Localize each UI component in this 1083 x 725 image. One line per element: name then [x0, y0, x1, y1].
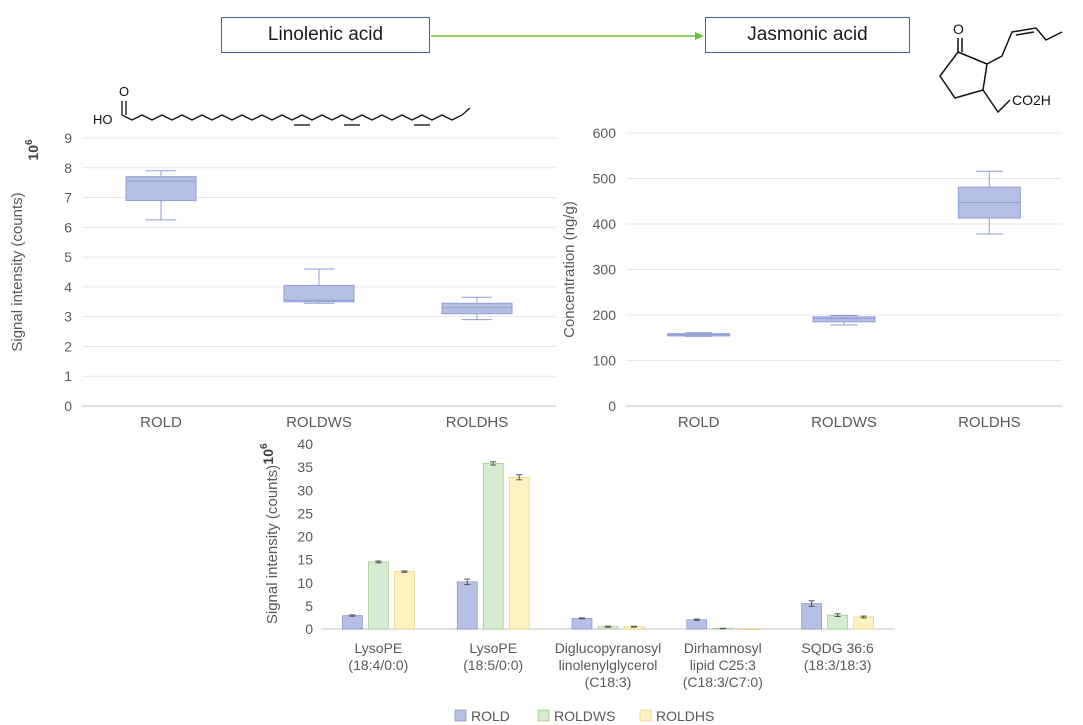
y-tick-label: 5	[64, 249, 72, 265]
jasmonic-acid-label: Jasmonic acid	[747, 24, 868, 45]
y-tick-label: 8	[64, 160, 72, 176]
y-tick-label: 600	[593, 125, 617, 141]
y-tick-label: 400	[593, 216, 617, 232]
y-tick-label: 200	[593, 307, 617, 323]
pathway-arrow	[431, 32, 704, 40]
y-scale-exponent: 6	[24, 139, 35, 145]
y-axis-title: Concentration (ng/g)	[561, 201, 578, 338]
x-tick-label: (18:4/0:0)	[348, 657, 408, 673]
legend-label-roldhs: ROLDHS	[656, 708, 714, 724]
y-tick-label: 2	[64, 338, 72, 354]
y-tick-label: 500	[593, 171, 617, 187]
linolenic-acid-box: Linolenic acid	[221, 17, 430, 53]
x-tick-label: ROLDHS	[446, 414, 509, 431]
y-scale-base: 10	[25, 145, 41, 161]
box-iqr	[283, 284, 355, 303]
lipid-bar-chart: 0510152025303540LysoPE(18:4/0:0)LysoPE(1…	[259, 436, 895, 724]
y-tick-label: 3	[64, 309, 72, 325]
x-tick-label: linolenylglycerol	[559, 657, 658, 673]
x-tick-label: Dirhamnosyl	[684, 640, 762, 656]
x-tick-label: (18:5/0:0)	[463, 657, 523, 673]
y-tick-label: 6	[64, 219, 72, 235]
y-tick-label: 1	[64, 368, 72, 384]
y-tick-label: 15	[297, 552, 313, 568]
y-tick-label: 0	[64, 398, 72, 414]
linolenic-acid-label: Linolenic acid	[267, 24, 384, 45]
y-tick-label: 20	[297, 529, 313, 545]
x-tick-label: Diglucopyranosyl	[555, 640, 662, 656]
legend-swatch-roldhs	[639, 709, 652, 722]
x-tick-label: (C18:3/C7:0)	[683, 674, 763, 690]
y-axis-title: Signal intensity (counts)	[264, 465, 281, 624]
y-tick-label: 30	[297, 482, 313, 498]
jasmonic-acid-boxplot: 0 100 200 300 400 500 600 ROLD ROLDWS ROLDHS Conce…	[561, 125, 1062, 431]
x-tick-label: ROLD	[140, 414, 182, 431]
y-tick-label: 35	[297, 459, 313, 475]
y-scale-exponent: 6	[259, 443, 270, 449]
x-tick-label: ROLDHS	[958, 414, 1021, 431]
bar-rold	[571, 618, 593, 630]
x-tick-label: lipid C25:3	[690, 657, 756, 673]
x-tick-label: ROLDWS	[286, 414, 352, 431]
y-scale-multiplier: 106	[24, 139, 41, 161]
y-tick-label: 25	[297, 505, 313, 521]
jasmonic-ketone-o-label: O	[953, 21, 964, 37]
x-tick-label: SQDG 36:6	[801, 640, 874, 656]
bar-rold	[686, 619, 708, 630]
bar-rold	[342, 615, 363, 630]
x-tick-label: LysoPE	[355, 640, 403, 656]
linolenic-ho-label: HO	[93, 112, 113, 127]
linolenic-carbonyl-o-label: O	[119, 84, 129, 99]
y-tick-label: 300	[593, 262, 617, 278]
box-iqr	[125, 176, 197, 202]
bar-roldhs	[508, 476, 530, 630]
x-tick-label: ROLDWS	[811, 414, 877, 431]
x-tick-label: (18:3/18:3)	[804, 657, 872, 673]
y-scale-base: 10	[260, 449, 276, 465]
y-scale-multiplier: 106	[259, 443, 276, 465]
bar-rold	[456, 581, 478, 630]
linolenic-acid-boxplot: 0 1 2 3 4 5 6 7 8 9 ROLD ROLDWS ROLDHS Signal intensi…	[9, 130, 556, 431]
y-tick-label: 10	[297, 575, 313, 591]
box-iqr	[441, 302, 513, 315]
bar-rold	[801, 603, 822, 630]
legend-swatch-roldws	[537, 709, 550, 722]
x-tick-label: LysoPE	[469, 640, 517, 656]
legend-label-roldws: ROLDWS	[554, 708, 615, 724]
y-tick-label: 4	[64, 279, 72, 295]
y-tick-label: 40	[297, 436, 313, 452]
y-tick-label: 100	[593, 353, 617, 369]
bar-roldws	[482, 463, 504, 630]
y-tick-label: 5	[305, 598, 313, 614]
bar-roldws	[827, 614, 848, 630]
y-tick-label: 0	[608, 398, 616, 414]
bar-roldhs	[853, 616, 874, 630]
box-iqr	[812, 316, 876, 323]
bar-roldhs	[394, 571, 415, 630]
x-tick-label: (C18:3)	[585, 674, 632, 690]
jasmonic-acid-structure	[939, 27, 1063, 114]
jasmonic-acid-box: Jasmonic acid	[705, 17, 910, 53]
legend-label-rold: ROLD	[471, 708, 510, 724]
y-tick-label: 9	[64, 130, 72, 146]
y-axis-title: Signal intensity (counts)	[9, 192, 26, 351]
jasmonic-acid-co2h-label: CO2H	[1012, 92, 1051, 108]
y-tick-label: 7	[64, 190, 72, 206]
legend-swatch-rold	[454, 709, 467, 722]
x-tick-label: ROLD	[678, 414, 720, 431]
bar-roldhs	[738, 628, 760, 630]
y-tick-label: 0	[305, 621, 313, 637]
bar-roldws	[368, 561, 389, 630]
linolenic-acid-structure	[121, 101, 471, 126]
